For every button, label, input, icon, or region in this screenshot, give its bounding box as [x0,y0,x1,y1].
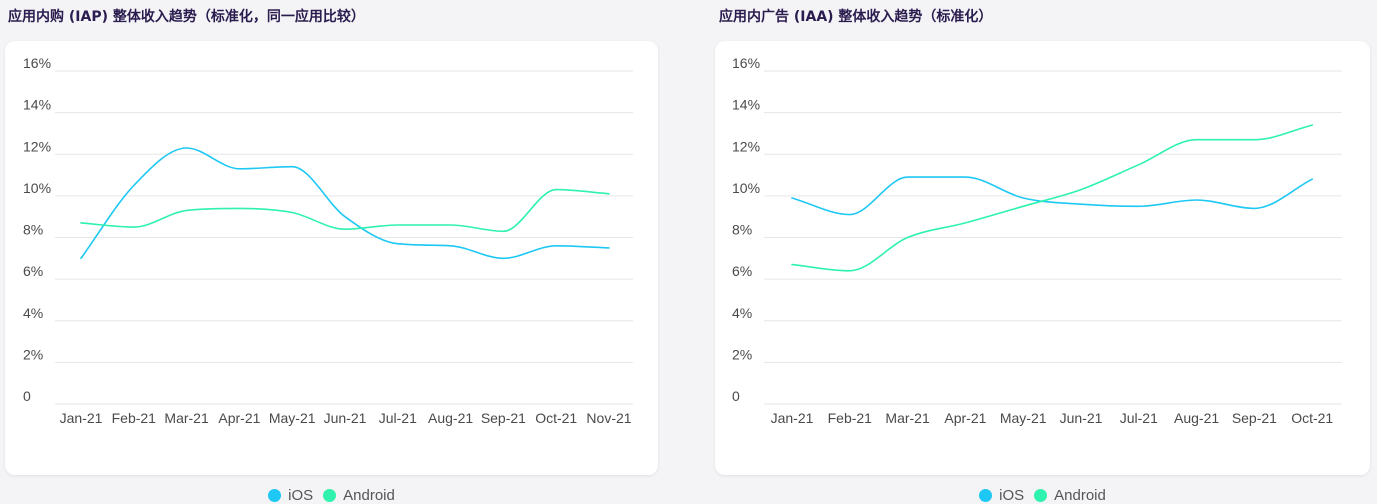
series-line-ios[interactable] [80,147,610,260]
legend-swatch-ios [268,489,282,502]
x-tick-label: Oct-21 [535,410,577,426]
y-tick-label: 6% [23,263,43,279]
x-tick-label: Aug-21 [1174,410,1219,426]
y-tick-label: 4% [23,305,43,321]
x-tick-label: Sep-21 [1232,410,1277,426]
legend-label-android: Android [343,487,395,504]
chart-legend: iOS Android [5,487,658,504]
chart-legend: iOS Android [715,487,1370,504]
x-tick-label: Jul-21 [379,410,417,426]
x-tick-label: Jun-21 [324,410,367,426]
y-tick-label: 2% [732,346,752,362]
y-tick-label: 12% [732,138,760,154]
x-tick-label: Apr-21 [944,410,986,426]
series-line-android[interactable] [791,124,1313,272]
y-tick-label: 16% [23,55,51,71]
legend-item-android[interactable]: Android [1034,487,1106,504]
legend-label-android: Android [1054,487,1106,504]
y-tick-label: 8% [23,222,43,238]
x-tick-label: Nov-21 [586,410,631,426]
iaa-line-chart: 0 2% 4% 6% 8% 10% 12% 14% 16% Jan-21 Feb-21 Mar-21 A… [732,55,1342,426]
x-tick-label: Jul-21 [1120,410,1158,426]
y-tick-label: 10% [732,180,760,196]
y-tick-label: 12% [23,138,51,154]
x-tick-label: Sep-21 [481,410,526,426]
iap-chart-panel: 应用内购 (IAP) 整体收入趋势（标准化，同一应用比较） 0 2% 4% 6% 8% 1… [0,0,665,504]
legend-label-ios: iOS [999,487,1025,504]
x-tick-label: Jan-21 [60,410,103,426]
y-tick-label: 2% [23,346,43,362]
x-tick-label: Mar-21 [885,410,930,426]
chart-title: 应用内广告 (IAA) 整体收入趋势（标准化） [719,9,993,25]
x-tick-label: Jun-21 [1060,410,1103,426]
x-tick-label: Jan-21 [771,410,814,426]
legend-swatch-ios [979,489,993,502]
y-tick-label: 16% [732,55,760,71]
y-tick-label: 14% [23,97,51,113]
y-tick-label: 8% [732,222,752,238]
legend-label-ios: iOS [288,487,314,504]
x-tick-label: Feb-21 [828,410,873,426]
chart-card: 0 2% 4% 6% 8% 10% 12% 14% 16% Jan-21 Feb-21 Mar-21 A… [715,41,1370,504]
y-tick-label: 0 [732,388,740,404]
x-tick-label: May-21 [1000,410,1047,426]
series-line-ios[interactable] [791,176,1313,216]
legend-swatch-android [323,489,337,502]
y-tick-label: 4% [732,305,752,321]
iaa-chart-panel: 应用内广告 (IAA) 整体收入趋势（标准化） 0 2% 4% 6% 8% 10% 12% 1… [711,0,1377,504]
y-tick-label: 14% [732,97,760,113]
x-tick-label: Apr-21 [218,410,260,426]
chart-card: 0 2% 4% 6% 8% 10% 12% 14% 16% Jan-21 Feb-21 Mar-21 A… [5,41,658,504]
x-tick-label: Feb-21 [112,410,157,426]
x-tick-label: Oct-21 [1291,410,1333,426]
legend-item-android[interactable]: Android [323,487,395,504]
y-tick-label: 0 [23,388,31,404]
chart-title: 应用内购 (IAP) 整体收入趋势（标准化，同一应用比较） [8,9,365,25]
series-line-android[interactable] [80,188,610,233]
iap-line-chart: 0 2% 4% 6% 8% 10% 12% 14% 16% Jan-21 Feb-21 Mar-21 A… [23,55,633,426]
legend-swatch-android [1034,489,1048,502]
x-tick-label: May-21 [269,410,316,426]
y-tick-label: 10% [23,180,51,196]
legend-item-ios[interactable]: iOS [268,487,313,504]
legend-item-ios[interactable]: iOS [979,487,1024,504]
x-tick-label: Mar-21 [164,410,209,426]
y-tick-label: 6% [732,263,752,279]
x-tick-label: Aug-21 [428,410,473,426]
